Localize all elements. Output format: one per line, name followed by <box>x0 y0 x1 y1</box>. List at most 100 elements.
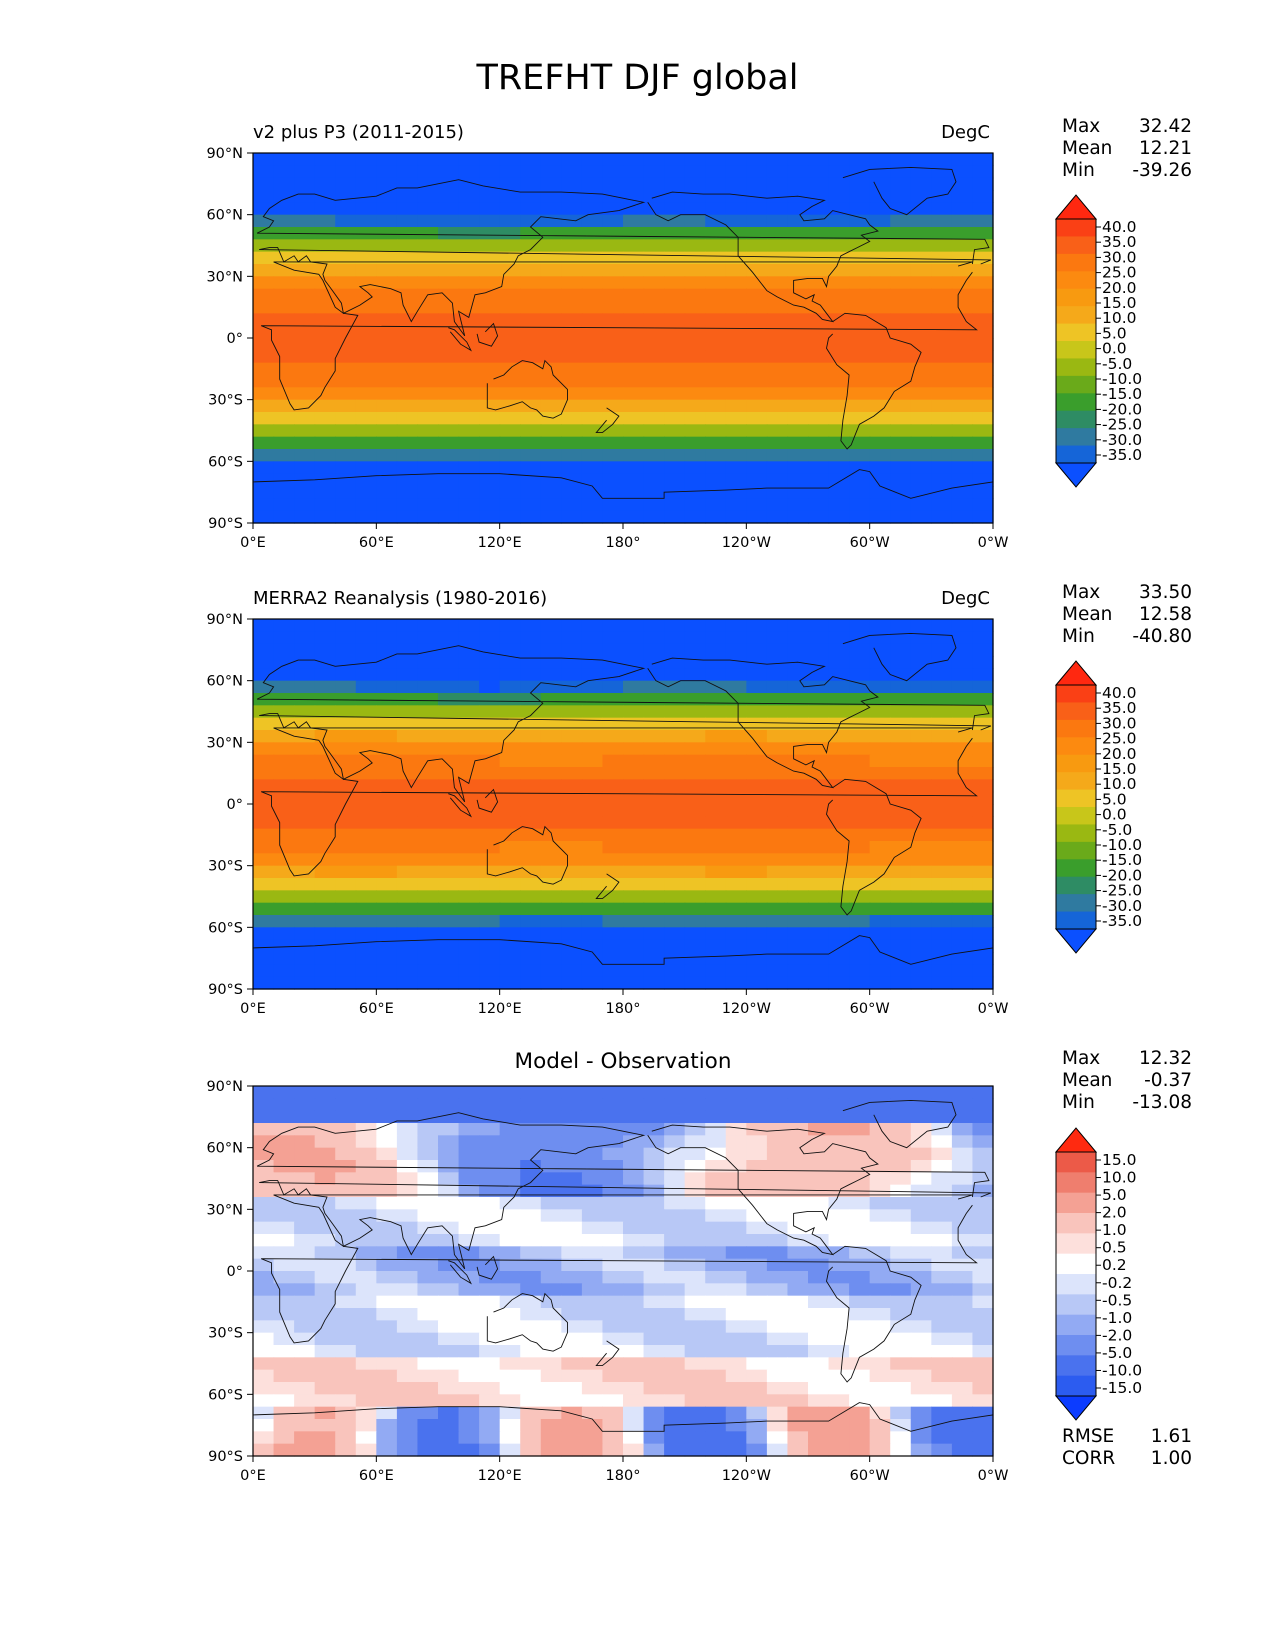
field-cell <box>540 1184 562 1198</box>
field-cell <box>458 915 480 928</box>
field-cell <box>725 668 747 682</box>
field-cell <box>294 915 316 928</box>
field-cell <box>931 619 953 632</box>
field-cell <box>828 890 850 904</box>
field-cell <box>540 631 562 645</box>
field-cell <box>849 1123 871 1136</box>
field-cell <box>273 1184 295 1198</box>
field-cell <box>335 964 357 978</box>
field-cell <box>766 816 789 830</box>
field-cell <box>561 1098 583 1112</box>
field-cell <box>890 461 912 475</box>
field-cell <box>479 717 501 731</box>
field-cell <box>396 165 419 179</box>
field-cell <box>705 841 727 854</box>
field-cell <box>766 1271 789 1284</box>
field-cell <box>273 1295 295 1309</box>
field-cell <box>725 1184 747 1198</box>
field-cell <box>479 1419 501 1432</box>
field-cell <box>787 964 809 978</box>
field-cell <box>931 927 953 941</box>
field-cell <box>725 1160 747 1173</box>
field-cell <box>294 239 316 253</box>
field-cell <box>972 1258 994 1272</box>
field-cell <box>458 1419 480 1432</box>
field-cell <box>849 399 871 413</box>
field-cell <box>849 1431 871 1445</box>
field-cell <box>664 1406 686 1420</box>
field-cell <box>417 902 439 916</box>
field-cell <box>602 1246 624 1260</box>
field-cell <box>458 902 480 916</box>
colorbar-extend-top <box>1054 660 1098 686</box>
field-cell <box>479 1197 501 1210</box>
field-cell <box>396 510 419 524</box>
field-cell <box>828 486 850 499</box>
field-cell <box>766 1443 789 1457</box>
field-cell <box>787 1382 809 1395</box>
field-cell <box>520 767 542 780</box>
field-cell <box>396 1147 419 1161</box>
field-cell <box>951 915 974 928</box>
field-cell <box>931 1147 953 1161</box>
field-cell <box>396 239 419 253</box>
field-cell <box>273 1357 295 1371</box>
lat-tick-label: 90°N <box>206 146 243 162</box>
field-cell <box>520 399 542 413</box>
field-cell <box>561 227 583 240</box>
field-cell <box>602 1197 624 1210</box>
field-cell <box>355 375 377 388</box>
colorbar-tick-label: 25.0 <box>1102 264 1137 282</box>
field-cell <box>766 717 789 731</box>
field-cell <box>746 190 768 203</box>
field-cell <box>540 705 562 719</box>
lon-tick-label: 180° <box>606 1468 641 1484</box>
field-cell <box>602 878 624 891</box>
field-cell <box>479 1160 501 1173</box>
field-cell <box>808 1283 830 1297</box>
field-cell <box>664 927 686 941</box>
field-cell <box>396 1308 419 1321</box>
field-cell <box>520 350 542 364</box>
field-cell <box>314 1406 336 1420</box>
field-cell <box>335 227 357 240</box>
field-cell <box>253 387 275 401</box>
field-cell <box>355 1234 377 1247</box>
field-cell <box>376 325 398 339</box>
field-cell <box>623 1431 645 1445</box>
field-cell <box>951 1431 974 1445</box>
field-cell <box>355 1209 377 1223</box>
field-cell <box>951 1197 974 1210</box>
field-cell <box>746 264 768 277</box>
field-cell <box>479 288 501 302</box>
field-cell <box>335 177 357 191</box>
field-cell <box>438 510 460 524</box>
field-cell <box>540 473 562 487</box>
field-cell <box>376 449 398 462</box>
colorbar-segment <box>1056 445 1096 464</box>
field-cell <box>581 1419 604 1432</box>
field-cell <box>890 338 912 351</box>
field-cell <box>664 804 686 817</box>
field-cell <box>787 264 809 277</box>
field-cell <box>458 890 480 904</box>
field-cell <box>808 952 830 965</box>
field-cell <box>951 1135 974 1149</box>
field-cell <box>314 1394 336 1408</box>
field-cell <box>766 791 789 805</box>
field-cell <box>479 1123 501 1136</box>
field-cell <box>376 190 398 203</box>
field-cell <box>705 399 727 413</box>
field-cell <box>540 202 562 216</box>
field-cell <box>623 177 645 191</box>
field-cell <box>808 190 830 203</box>
lon-tick-label: 120°E <box>478 1001 522 1017</box>
field-cell <box>766 264 789 277</box>
field-cell <box>314 1419 336 1432</box>
field-cell <box>746 1295 768 1309</box>
field-cell <box>314 878 336 891</box>
field-cell <box>499 461 521 475</box>
field-cell <box>623 1419 645 1432</box>
field-cell <box>664 878 686 891</box>
field-cell <box>314 251 336 265</box>
